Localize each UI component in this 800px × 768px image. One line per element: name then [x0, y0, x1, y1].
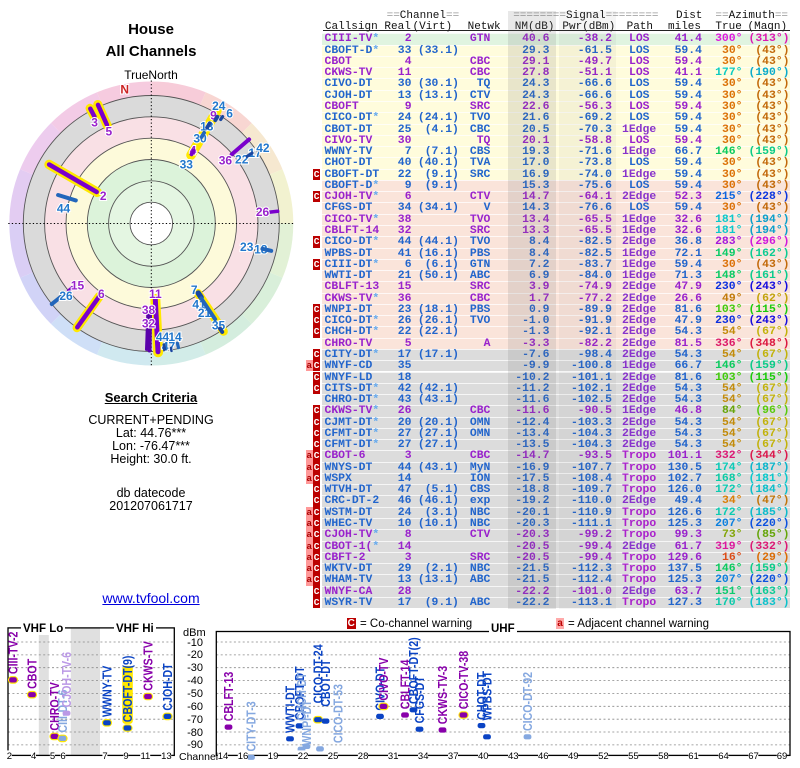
svg-text:44: 44 — [156, 330, 170, 344]
svg-text:CBOFT-DT(9): CBOFT-DT(9) — [121, 655, 135, 722]
svg-text:64: 64 — [718, 751, 729, 762]
svg-text:CIII-TV-2: CIII-TV-2 — [7, 632, 21, 674]
svg-text:14: 14 — [218, 751, 229, 762]
svg-text:46: 46 — [538, 751, 549, 762]
svg-text:CFGS-DT: CFGS-DT — [413, 676, 427, 723]
svg-text:67: 67 — [748, 751, 759, 762]
svg-text:CIVO-DT: CIVO-DT — [374, 667, 388, 711]
svg-text:CBOT: CBOT — [26, 659, 40, 689]
svg-text:WWTI-DT: WWTI-DT — [284, 686, 298, 733]
svg-text:16: 16 — [238, 751, 249, 762]
svg-text:31: 31 — [388, 751, 399, 762]
svg-text:26: 26 — [59, 289, 73, 303]
svg-text:CKWS-TV-3: CKWS-TV-3 — [436, 665, 450, 724]
svg-text:CBOFT-DT: CBOFT-DT — [293, 666, 307, 720]
svg-text:2: 2 — [100, 189, 107, 203]
svg-text:28: 28 — [358, 751, 369, 762]
svg-text:6: 6 — [98, 287, 105, 301]
svg-text:CHRO-TV: CHRO-TV — [48, 682, 62, 731]
svg-text:2: 2 — [7, 751, 12, 762]
svg-text:CJOH-DT: CJOH-DT — [161, 663, 175, 710]
svg-text:42: 42 — [256, 141, 270, 155]
svg-text:52: 52 — [598, 751, 609, 762]
svg-text:5: 5 — [50, 751, 55, 762]
svg-text:CICO-DT-53: CICO-DT-53 — [332, 684, 346, 744]
svg-text:22: 22 — [298, 751, 309, 762]
svg-text:17: 17 — [248, 146, 262, 160]
svg-text:43: 43 — [508, 751, 519, 762]
svg-text:37: 37 — [448, 751, 459, 762]
svg-text:32: 32 — [142, 316, 156, 330]
svg-text:7: 7 — [191, 283, 198, 297]
svg-text:9: 9 — [210, 108, 217, 122]
svg-text:14: 14 — [168, 330, 182, 344]
svg-text:WNPI-DT: WNPI-DT — [300, 700, 314, 745]
svg-text:33: 33 — [180, 158, 194, 172]
svg-text:CBLFT-14: CBLFT-14 — [399, 659, 413, 709]
svg-text:CICO-TV-38: CICO-TV-38 — [457, 650, 471, 709]
svg-text:34: 34 — [418, 751, 429, 762]
svg-text:CIVO-TV: CIVO-TV — [377, 657, 391, 700]
svg-text:5: 5 — [105, 125, 112, 139]
svg-text:CBOFT-DT(2): CBOFT-DT(2) — [407, 637, 421, 704]
svg-text:CITY-DT-3: CITY-DT-3 — [245, 701, 259, 752]
svg-text:CHCH-DT: CHCH-DT — [295, 673, 309, 721]
svg-text:69: 69 — [777, 751, 788, 762]
svg-text:40: 40 — [478, 751, 489, 762]
svg-text:36: 36 — [219, 154, 233, 168]
svg-text:13: 13 — [161, 751, 172, 762]
svg-text:CIII-DT-6: CIII-DT-6 — [56, 689, 70, 733]
svg-text:WWNY-TV: WWNY-TV — [101, 665, 115, 717]
svg-text:CICO-DT-92: CICO-DT-92 — [521, 672, 535, 731]
svg-text:38: 38 — [142, 303, 156, 317]
svg-text:7: 7 — [102, 751, 107, 762]
svg-text:22: 22 — [235, 153, 249, 167]
svg-text:19: 19 — [268, 751, 279, 762]
svg-text:11: 11 — [149, 287, 162, 301]
svg-text:CHOT-DT: CHOT-DT — [475, 673, 489, 720]
svg-text:23: 23 — [240, 240, 254, 254]
svg-text:44: 44 — [57, 201, 71, 215]
svg-text:61: 61 — [688, 751, 699, 762]
svg-text:CICO-DT-24: CICO-DT-24 — [312, 644, 326, 704]
svg-text:26: 26 — [256, 205, 270, 219]
svg-text:6: 6 — [226, 107, 233, 121]
svg-text:6: 6 — [60, 751, 65, 762]
svg-text:24: 24 — [212, 99, 226, 113]
svg-text:CKWS-TV: CKWS-TV — [142, 641, 156, 691]
svg-text:CBLFT-13: CBLFT-13 — [222, 671, 236, 721]
svg-text:55: 55 — [628, 751, 639, 762]
svg-text:9: 9 — [123, 751, 128, 762]
svg-text:58: 58 — [658, 751, 669, 762]
svg-text:N: N — [120, 83, 129, 97]
svg-text:25: 25 — [328, 751, 339, 762]
svg-text:15: 15 — [71, 279, 85, 293]
svg-text:49: 49 — [568, 751, 579, 762]
svg-text:WPBS-DT: WPBS-DT — [481, 671, 495, 721]
svg-text:3: 3 — [91, 116, 98, 130]
svg-text:11: 11 — [140, 751, 150, 762]
svg-text:4: 4 — [31, 751, 36, 762]
svg-text:CJOH-TV-6: CJOH-TV-6 — [60, 651, 74, 707]
svg-text:CBOT-DT: CBOT-DT — [319, 660, 333, 707]
